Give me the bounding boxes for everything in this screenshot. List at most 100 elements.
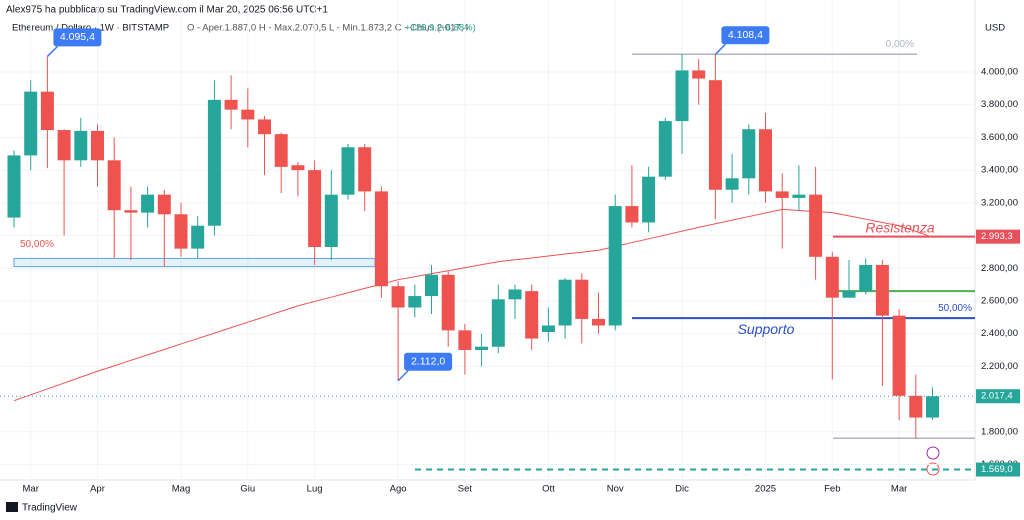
x-tick-label: Ago [390,484,407,495]
callout-box [404,352,453,371]
candle-body [592,318,605,326]
candle-body [491,299,505,347]
candle-body [575,279,589,319]
x-tick-label: Set [458,484,473,495]
y-tick-label: 2.800,00 [981,263,1018,274]
y-tick-label: 4.000,00 [981,67,1018,78]
candle-body [291,165,305,171]
callout-pointer [714,43,726,55]
candle-body [40,91,54,131]
level-text: Supporto [738,321,795,337]
axis-label-box [976,462,1020,477]
level-text: Resistenza [865,219,934,235]
callout-label: 2.112,0 [411,356,445,368]
y-tick-label: 2.200,00 [981,361,1018,372]
candle-body [458,330,472,351]
y-tick-label: 3.200,00 [981,197,1018,208]
candle-body [341,147,355,195]
candle-body [57,130,71,161]
axis-label: 2.993,3 [981,231,1013,242]
x-tick-label: Apr [90,484,105,495]
y-tick-label: 3.600,00 [981,132,1018,143]
logo [6,502,18,512]
candle-body [308,170,322,247]
candle-body [475,346,489,351]
candle-body [408,296,422,308]
x-tick-label: Feb [824,484,840,495]
icon [926,446,940,460]
x-tick-label: Dic [675,484,689,495]
candle-body [842,291,856,298]
candle-body [174,214,188,249]
candle-body [274,134,288,167]
x-tick-label: 2025 [755,484,776,495]
candle-body [792,194,806,198]
candle-body [675,70,689,122]
candle-body [875,264,889,316]
candle-body [124,210,138,213]
candle-body [24,91,38,156]
y-tick-label: 2.400,00 [981,328,1018,339]
candle-body [374,191,388,287]
candle-body [608,206,622,326]
candle-body [725,178,739,190]
level-label: 50,00% [938,303,972,314]
price-label: 2.017,4 [981,391,1013,402]
candle-body [74,130,88,161]
candle-body [224,99,238,110]
candle-body [141,194,155,213]
candle-body [708,80,722,190]
candle-body [7,155,21,218]
candle-body [658,121,672,177]
x-tick-label: Mar [23,484,39,495]
callout-pointer [46,45,58,57]
callout-label: 4.108,4 [728,29,763,41]
ohlc: O - Aper.1.887,0 H - Max.2.070,5 L - Min… [187,23,469,34]
candle-body [107,160,121,211]
change: +129,9 (+6,88%) [405,23,476,34]
callout-pointer [397,370,409,382]
candle-body [926,396,939,418]
x-tick-label: Giu [240,484,255,495]
candle-body [191,225,205,249]
candle-body [541,325,555,333]
symbol: Ethereum / Dollaro · 1W · BITSTAMP [12,23,169,34]
candle-body [525,291,539,339]
y-tick-label: 3.800,00 [981,99,1018,110]
candle-body [775,191,789,198]
candle-body [859,264,873,292]
candle-body [809,194,823,257]
axis-label-box [976,229,1020,244]
price-box [976,389,1020,404]
x-tick-label: Mar [891,484,907,495]
candle-body [692,70,706,79]
x-tick-label: Ott [542,484,555,495]
zone-label: 50,00% [20,239,54,250]
candle-body [91,130,104,161]
candle-body [425,274,438,297]
callout-box [53,28,102,47]
y-tick-label: 1.800,00 [981,426,1018,437]
publisher: Alex975 ha pubblicato su TradingView.com… [6,5,328,16]
candle-body [241,109,255,120]
candle-body [825,256,839,298]
callout-label: 4.095,4 [60,31,95,43]
zone [13,257,376,268]
candle-body [892,315,906,396]
x-tick-label: Nov [607,484,624,495]
candle-body [441,274,455,331]
candle-body [358,147,372,192]
candle-body [558,279,572,326]
axis-label: 1.569,0 [981,464,1013,475]
candle-body [258,119,271,135]
y-tick-label: 2.600,00 [981,295,1018,306]
candle-body [759,129,772,192]
footer: TradingView [22,503,78,514]
level-label: 0,00% [886,39,914,50]
candle-body [157,194,171,215]
candle-body [207,99,221,226]
candle-body [642,176,656,223]
candle-body [508,289,522,300]
currency: USD [985,23,1005,34]
